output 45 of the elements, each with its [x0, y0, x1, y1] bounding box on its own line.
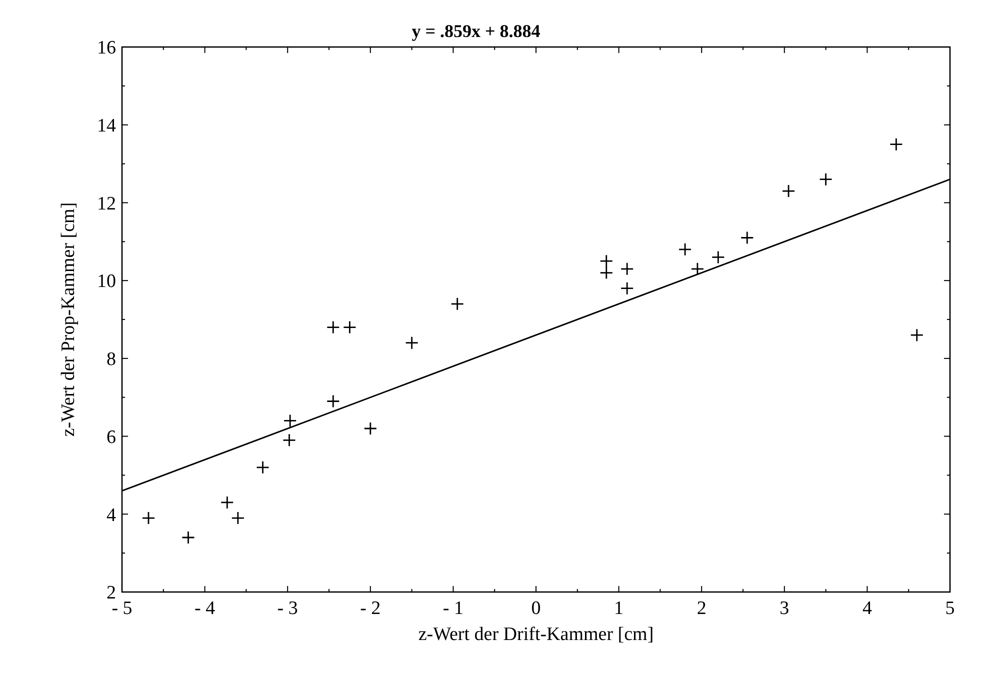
- x-tick-label: - 4: [194, 598, 216, 619]
- point: [326, 394, 340, 408]
- y-tick-label: 16: [97, 38, 116, 59]
- y-tick-label: 8: [106, 349, 116, 370]
- point: [600, 266, 614, 280]
- point: [819, 172, 832, 186]
- point: [231, 511, 245, 525]
- y-tick-label: 14: [97, 116, 116, 137]
- x-tick-label: 4: [862, 598, 872, 619]
- point: [620, 262, 634, 276]
- x-tick-label: - 2: [360, 598, 381, 619]
- y-tick-label: 12: [97, 193, 116, 214]
- point: [620, 282, 634, 296]
- x-tick-label: - 1: [442, 598, 464, 619]
- point: [889, 138, 903, 152]
- point: [711, 250, 725, 264]
- point: [326, 320, 340, 334]
- x-tick-label: 2: [696, 598, 706, 619]
- point: [690, 262, 704, 276]
- point: [405, 336, 418, 350]
- point: [220, 496, 234, 510]
- point: [343, 320, 356, 334]
- point: [282, 433, 296, 447]
- point: [450, 297, 464, 311]
- y-tick-label: 6: [106, 426, 116, 448]
- point: [283, 414, 297, 428]
- point: [910, 328, 924, 342]
- point: [740, 231, 754, 244]
- point: [782, 184, 796, 198]
- y-tick-label: 4: [106, 504, 116, 526]
- x-tick-label: - 3: [277, 598, 298, 619]
- y-tick-label: 10: [97, 271, 116, 292]
- point: [678, 242, 692, 256]
- x-axis-title: z-Wert der Drift-Kammer [cm]: [418, 624, 654, 645]
- chart-title: y = .859x + 8.884: [412, 21, 540, 41]
- y-axis-title: z-Wert der Prop-Kammer [cm]: [58, 202, 79, 437]
- x-tick-label: 3: [780, 598, 790, 619]
- point: [364, 422, 378, 436]
- x-tick-label: 5: [945, 598, 955, 619]
- x-tick-label: 0: [531, 598, 541, 619]
- x-tick-label: 1: [614, 598, 624, 619]
- point: [182, 530, 195, 544]
- point: [600, 254, 614, 268]
- point: [256, 460, 270, 474]
- point: [142, 511, 156, 525]
